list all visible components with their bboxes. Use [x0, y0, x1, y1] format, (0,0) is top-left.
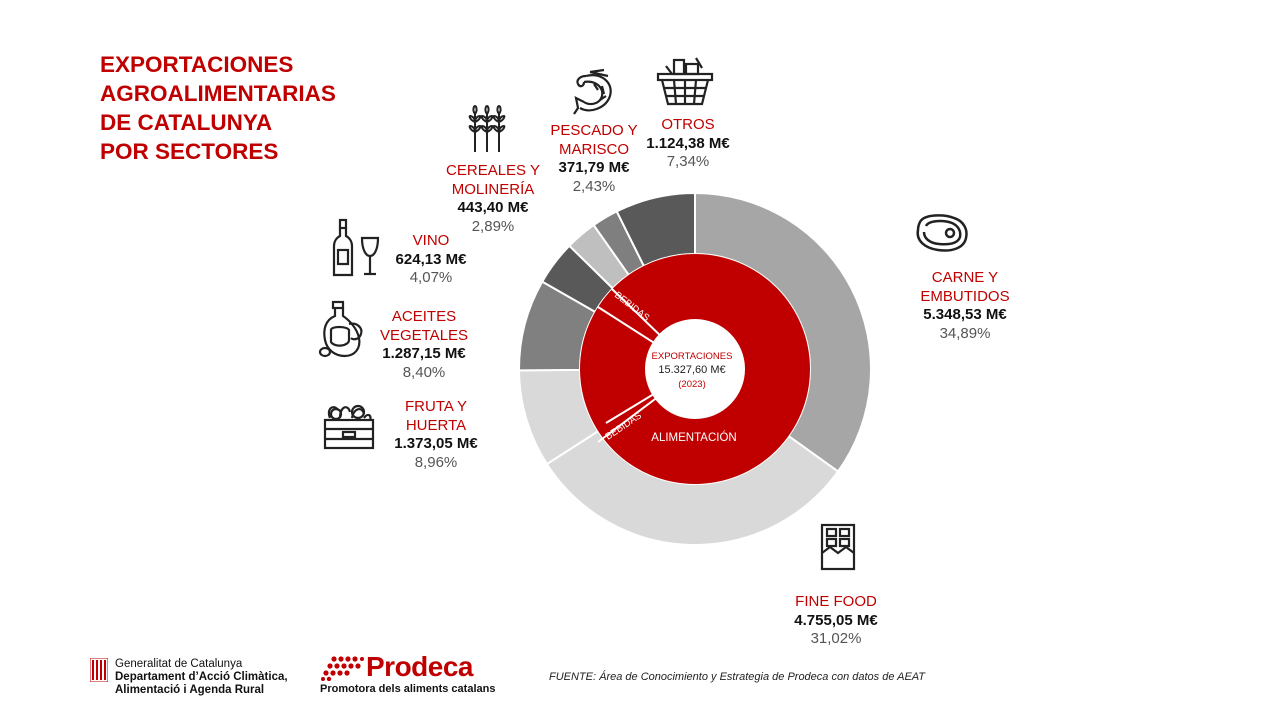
- sector-label-otros: OTROS 1.124,38 M€ 7,34%: [628, 116, 748, 172]
- vegetable-crate-icon: [322, 398, 376, 450]
- sector-label-fruta: FRUTA Y HUERTA 1.373,05 M€ 8,96%: [366, 398, 506, 472]
- source-note: FUENTE: Área de Conocimiento y Estrategi…: [549, 671, 926, 683]
- prodeca-dots-icon: [321, 656, 364, 682]
- sector-name: CEREALES Y: [446, 162, 540, 179]
- inner-label-alimentacion: ALIMENTACIÓN: [651, 431, 736, 444]
- wine-bottle-glass-icon: [332, 218, 382, 278]
- meat-steak-icon: [914, 212, 970, 254]
- oil-bottle-icon: [317, 300, 365, 360]
- shrimp-icon: [570, 68, 618, 116]
- prodeca-logo: Prodeca Promotora dels aliments catalans: [320, 651, 495, 695]
- sector-label-cereales: CEREALES Y MOLINERÍA 443,40 M€ 2,89%: [423, 162, 563, 236]
- sector-name: FRUTA Y: [405, 398, 467, 415]
- generalitat-shield-icon: [89, 657, 109, 683]
- shopping-basket-icon: [656, 56, 714, 108]
- inner-ring: [580, 254, 810, 484]
- sector-name: PESCADO Y: [550, 122, 638, 139]
- sector-percent: 7,34%: [666, 153, 710, 170]
- center-label-total: 15.327,60 M€: [658, 364, 725, 376]
- sector-percent: 2,43%: [572, 177, 616, 195]
- sector-percent: 34,89%: [939, 324, 991, 342]
- sector-name: ACEITES: [391, 308, 457, 325]
- sector-value: 5.348,53 M€: [923, 306, 1007, 323]
- sector-value: 4.755,05 M€: [794, 611, 878, 629]
- center-label-year: (2023): [678, 379, 705, 390]
- center-label-title: EXPORTACIONES: [652, 351, 733, 362]
- sector-value: 1.373,05 M€: [394, 435, 478, 452]
- center-hole: [645, 319, 745, 419]
- chocolate-bar-icon: [820, 523, 856, 571]
- sector-name: MARISCO: [558, 140, 629, 158]
- prodeca-tagline: Promotora dels aliments catalans: [320, 683, 496, 695]
- generalitat-line: Generalitat de Catalunya: [115, 658, 243, 670]
- sector-value: 371,79 M€: [558, 159, 630, 176]
- sector-label-fine-food: FINE FOOD 4.755,05 M€ 31,02%: [766, 593, 906, 649]
- sector-percent: 8,40%: [402, 363, 446, 381]
- title-line: AGROALIMENTARIAS: [100, 81, 336, 106]
- sector-name: EMBUTIDOS: [920, 287, 1010, 305]
- sector-name: OTROS: [661, 116, 715, 133]
- sector-label-vino: VINO 624,13 M€ 4,07%: [371, 232, 491, 288]
- title-line: POR SECTORES: [100, 139, 279, 164]
- outer-ring: [517, 191, 872, 546]
- sector-name: MOLINERÍA: [451, 180, 535, 198]
- sector-value: 1.287,15 M€: [382, 345, 466, 362]
- title-line: DE CATALUNYA: [100, 110, 273, 135]
- generalitat-line: Departament d’Acció Climàtica,: [115, 671, 288, 683]
- sector-value: 1.124,38 M€: [646, 134, 730, 152]
- sector-label-carne: CARNE Y EMBUTIDOS 5.348,53 M€ 34,89%: [880, 269, 1050, 343]
- sector-value: 443,40 M€: [457, 199, 529, 216]
- page-title: EXPORTACIONES AGROALIMENTARIAS DE CATALU…: [100, 50, 336, 166]
- sector-value: 624,13 M€: [395, 250, 467, 268]
- sector-percent: 4,07%: [409, 269, 453, 286]
- sector-percent: 8,96%: [414, 453, 458, 471]
- sector-label-aceites: ACEITES VEGETALES 1.287,15 M€ 8,40%: [354, 308, 494, 382]
- sector-name: VINO: [412, 232, 450, 249]
- prodeca-name: Prodeca: [366, 651, 474, 682]
- sector-name: HUERTA: [405, 416, 467, 434]
- sector-name: CARNE Y: [931, 269, 999, 286]
- sector-percent: 2,89%: [471, 217, 515, 235]
- title-line: EXPORTACIONES: [100, 52, 294, 77]
- wheat-icon: [466, 104, 508, 154]
- generalitat-text: Generalitat de Catalunya Departament d’A…: [115, 658, 288, 697]
- generalitat-logo: Generalitat de Catalunya Departament d’A…: [89, 657, 288, 696]
- generalitat-line: Alimentació i Agenda Rural: [115, 684, 265, 696]
- sector-name: VEGETALES: [379, 326, 469, 344]
- sector-name: FINE FOOD: [795, 593, 877, 610]
- sector-percent: 31,02%: [810, 630, 862, 647]
- sector-label-pescado: PESCADO Y MARISCO 371,79 M€ 2,43%: [538, 122, 650, 196]
